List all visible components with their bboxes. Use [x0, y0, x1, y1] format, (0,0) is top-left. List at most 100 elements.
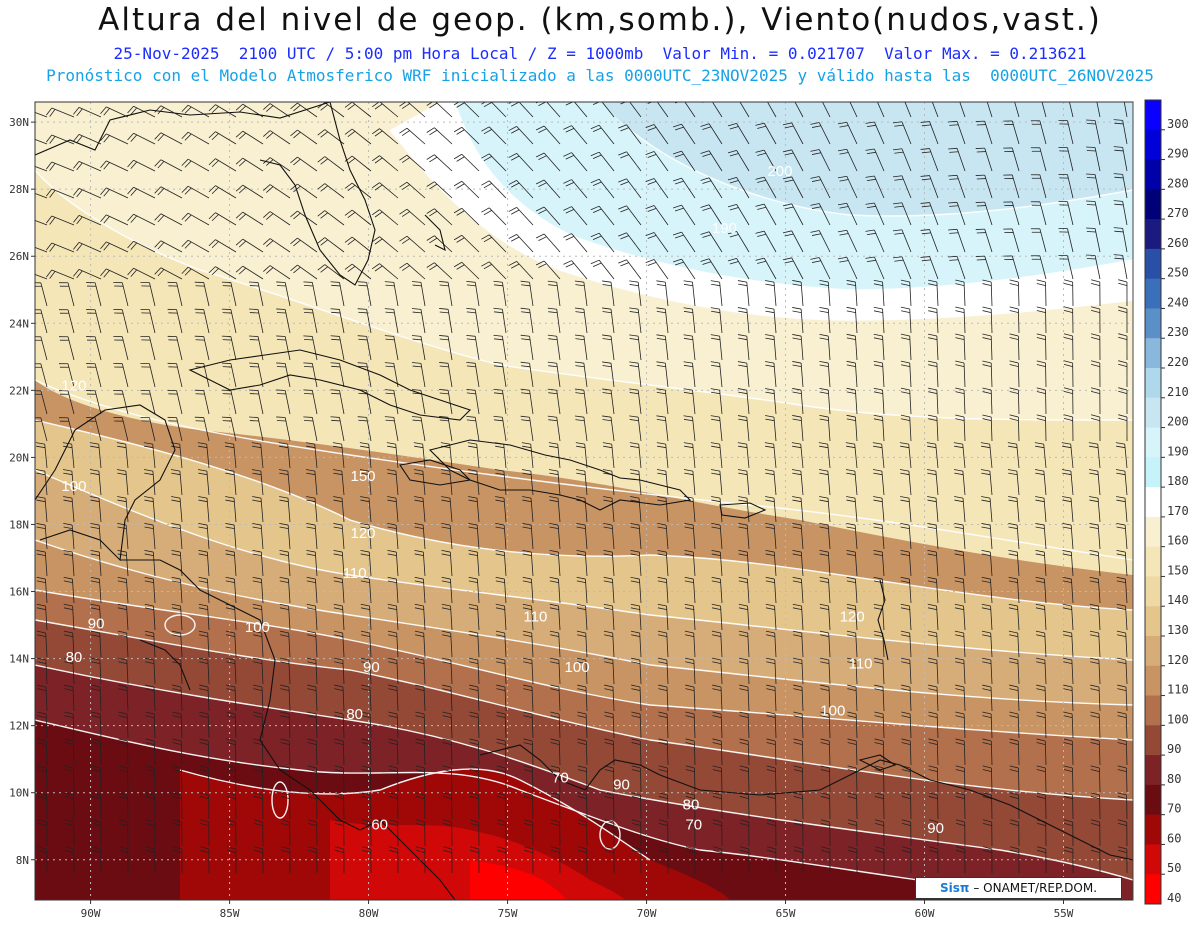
wind-barb	[711, 549, 723, 577]
wind-barb	[547, 334, 561, 361]
wind-barb	[1089, 496, 1101, 523]
wind-barb	[782, 257, 804, 280]
wind-barb	[920, 148, 939, 172]
wind-barb	[416, 846, 426, 874]
wind-barb	[117, 603, 129, 631]
wind-barb	[199, 819, 210, 847]
wind-barb	[765, 307, 777, 334]
wind-barb	[279, 576, 291, 604]
wind-barb	[535, 152, 561, 172]
wind-barb	[535, 233, 561, 253]
wind-barb	[199, 765, 210, 793]
wind-barb	[117, 496, 129, 523]
wind-barb	[574, 388, 588, 415]
colorbar-swatch	[1145, 665, 1161, 697]
wind-barb	[113, 363, 129, 388]
wind-barb	[792, 523, 804, 550]
wind-barb	[837, 256, 858, 280]
wind-barb	[520, 307, 534, 334]
wind-barb	[453, 180, 480, 199]
wind-barb	[494, 469, 507, 496]
wind-barb	[1063, 765, 1074, 793]
wind-barb	[249, 362, 264, 388]
wind-barb	[738, 630, 750, 658]
wind-barb	[1089, 523, 1101, 550]
wind-barb	[892, 256, 912, 280]
wind-barb	[1035, 549, 1047, 577]
wind-barb	[357, 335, 372, 361]
wind-barb	[1090, 306, 1101, 334]
wind-barb	[493, 388, 507, 415]
wind-barb	[981, 603, 993, 631]
wind-barb	[928, 333, 939, 361]
wind-barb	[955, 387, 966, 415]
wind-barb	[439, 335, 453, 361]
wind-barb	[63, 523, 75, 550]
wind-barb	[603, 576, 615, 604]
wind-barb	[683, 280, 696, 307]
wind-barb	[386, 469, 399, 496]
wind-barb	[1003, 120, 1020, 145]
wind-barb	[470, 846, 480, 874]
wind-barb	[225, 657, 237, 685]
wind-barb	[64, 765, 75, 793]
wind-barb	[469, 819, 480, 847]
wind-barb	[550, 684, 561, 712]
colorbar-swatch	[1145, 308, 1161, 339]
wind-barb	[926, 469, 939, 496]
wind-barb	[549, 549, 561, 577]
wind-barb	[208, 158, 237, 172]
wind-barb	[847, 711, 858, 739]
wind-barb	[793, 711, 804, 739]
wind-barb	[225, 630, 237, 658]
wind-barb	[317, 237, 345, 253]
wind-barb	[442, 819, 453, 847]
wind-barb	[441, 523, 453, 550]
wind-barb	[37, 684, 48, 712]
wind-barb	[782, 149, 804, 172]
wind-barb	[873, 496, 885, 523]
wind-barb	[1008, 576, 1020, 604]
wind-barb	[1058, 227, 1074, 253]
wind-barb	[711, 523, 723, 550]
wind-barb	[1009, 819, 1020, 847]
wind-barb	[739, 711, 750, 739]
wind-barb	[1009, 792, 1020, 820]
wind-barb	[357, 362, 372, 388]
wind-barb	[629, 334, 642, 361]
colorbar-label: 300	[1167, 117, 1189, 131]
wind-barb	[727, 150, 750, 172]
wind-barb	[658, 684, 669, 712]
wind-barb	[1008, 603, 1020, 631]
wind-barb	[116, 442, 129, 469]
wind-barb	[604, 711, 615, 739]
wind-barb	[389, 846, 399, 874]
coastlines	[35, 102, 1133, 900]
wind-barb	[819, 549, 831, 577]
wind-barb	[739, 765, 750, 793]
wind-barb	[900, 306, 912, 334]
wind-barb	[278, 442, 291, 469]
wind-barb	[590, 205, 615, 226]
wind-barb	[221, 335, 237, 361]
wind-barb	[199, 711, 210, 739]
wind-barb	[549, 576, 561, 604]
wind-barb	[948, 147, 966, 172]
wind-barb	[508, 126, 534, 145]
wind-barb	[657, 523, 669, 550]
wind-barb	[1008, 657, 1020, 685]
wind-barb	[64, 738, 75, 766]
wind-barb	[198, 496, 210, 523]
wind-barb	[481, 207, 507, 226]
wind-barb	[442, 792, 453, 820]
colorbar-label: 40	[1167, 891, 1181, 905]
wind-barb	[927, 496, 939, 523]
wind-barb	[900, 496, 912, 523]
wind-barb	[171, 523, 183, 550]
wind-barb	[1118, 279, 1128, 307]
wind-barb	[1030, 201, 1047, 226]
wind-barb	[792, 388, 804, 415]
wind-barb	[629, 415, 642, 442]
wind-barb	[631, 684, 642, 712]
wind-barb	[605, 846, 615, 874]
